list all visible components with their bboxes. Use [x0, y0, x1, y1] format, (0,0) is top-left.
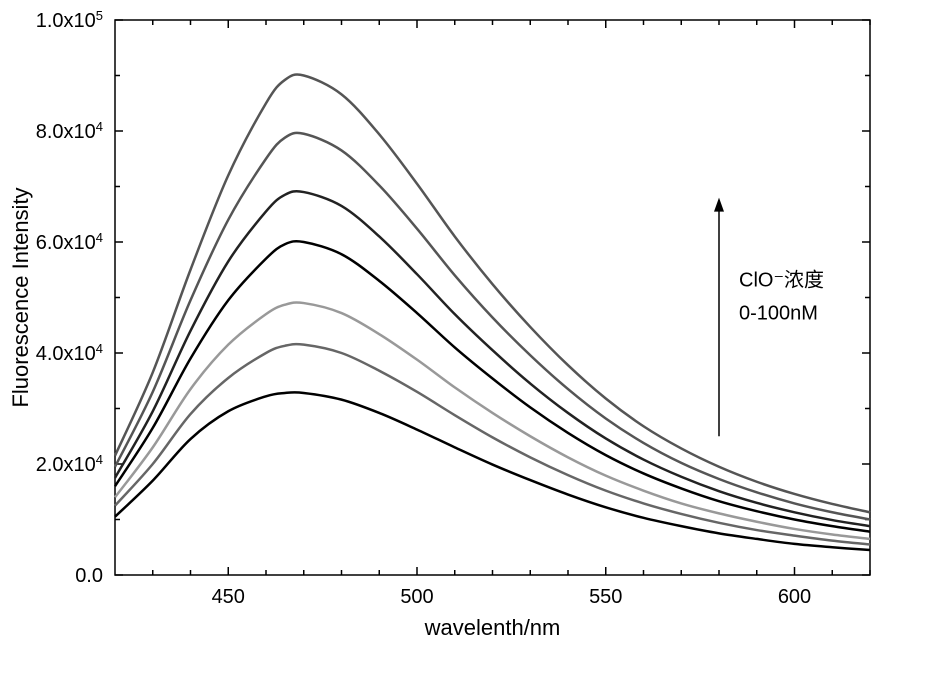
- series-curve: [115, 392, 870, 550]
- series-curve: [115, 344, 870, 544]
- fluorescence-chart: 450 500 550 600 0.0 2.0x104 4.0x104 6.0x104 8.0x…: [0, 0, 932, 675]
- series-curve: [115, 133, 870, 520]
- x-tick-label: 500: [400, 586, 433, 608]
- y-tick-label: 1.0x105: [36, 8, 103, 33]
- annotation-line1: ClO⁻浓度: [739, 268, 824, 291]
- chart-svg: 450 500 550 600 0.0 2.0x104 4.0x104 6.0x104 8.0x…: [0, 0, 932, 675]
- y-axis-label: Fluorescence Intensity: [8, 187, 33, 407]
- y-tick-label: 4.0x104: [36, 341, 103, 366]
- x-axis-label: wavelenth/nm: [424, 615, 561, 640]
- series-curve: [115, 191, 870, 526]
- y-tick-label: 2.0x104: [36, 452, 103, 477]
- x-tick-label: 600: [778, 586, 811, 608]
- y-tick-label: 6.0x104: [36, 230, 103, 255]
- y-tick-label: 8.0x104: [36, 119, 103, 144]
- x-tick-label: 450: [212, 586, 245, 608]
- arrow-head-icon: [714, 198, 724, 212]
- series-curve: [115, 75, 870, 513]
- y-tick-label: 0.0: [75, 565, 103, 587]
- annotation-line2: 0-100nM: [739, 303, 818, 325]
- x-tick-label: 550: [589, 586, 622, 608]
